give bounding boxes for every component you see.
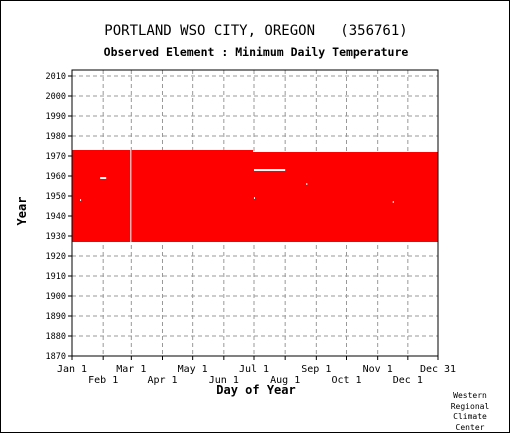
chart-title: PORTLAND WSO CITY, OREGON (356761): [104, 23, 408, 39]
x-tick-label: Aug 1: [270, 375, 300, 386]
credit-line: Center: [455, 422, 485, 432]
data-block: [252, 152, 438, 242]
x-tick-label: Jul 1: [239, 364, 269, 375]
x-tick-label: May 1: [178, 364, 208, 375]
x-tick-label: Jun 1: [209, 375, 239, 386]
chart-subtitle: Observed Element : Minimum Daily Tempera…: [103, 45, 409, 59]
missing-segment: [130, 150, 132, 242]
y-tick-label: 2010: [46, 72, 66, 82]
missing-segment: [253, 169, 286, 171]
y-tick-label: 1870: [46, 352, 66, 362]
credit-block: Western Regional Climate Center: [445, 391, 495, 432]
credit-line: Regional: [450, 401, 490, 411]
missing-segment: [392, 201, 394, 203]
x-tick-label: Apr 1: [147, 375, 177, 386]
data-block: [72, 150, 253, 242]
x-tick-label: Dec 31: [420, 364, 456, 375]
y-tick-label: 1880: [46, 332, 66, 342]
x-tick-label: Feb 1: [88, 375, 118, 386]
x-axis-label: Day of Year: [216, 383, 296, 397]
y-axis-label: Year: [15, 196, 29, 226]
credit-line: Western: [453, 391, 487, 400]
y-tick-label: 1990: [46, 112, 66, 122]
y-tick-label: 1980: [46, 132, 66, 142]
x-tick-label: Oct 1: [331, 375, 361, 386]
y-tick-label: 1890: [46, 312, 66, 322]
credit-line: Climate: [453, 412, 487, 421]
x-tick-label: Jan 1: [57, 364, 87, 375]
x-tick-label: Nov 1: [363, 364, 393, 375]
missing-segment: [100, 177, 107, 179]
missing-segment: [253, 197, 255, 199]
y-tick-label: 1960: [46, 172, 66, 182]
y-tick-label: 1920: [46, 252, 66, 262]
y-tick-label: 1900: [46, 292, 66, 302]
x-tick-label: Mar 1: [116, 364, 146, 375]
missing-segment: [306, 183, 308, 185]
y-tick-label: 1930: [46, 232, 66, 242]
x-tick-label: Dec 1: [393, 375, 423, 386]
y-tick-label: 1940: [46, 212, 66, 222]
plot-border: [71, 69, 439, 357]
y-tick-label: 1910: [46, 272, 66, 282]
y-tick-label: 1950: [46, 192, 66, 202]
x-tick-label: Sep 1: [301, 364, 331, 375]
y-tick-label: 1970: [46, 152, 66, 162]
y-tick-label: 2000: [46, 92, 66, 102]
missing-segment: [80, 199, 82, 201]
